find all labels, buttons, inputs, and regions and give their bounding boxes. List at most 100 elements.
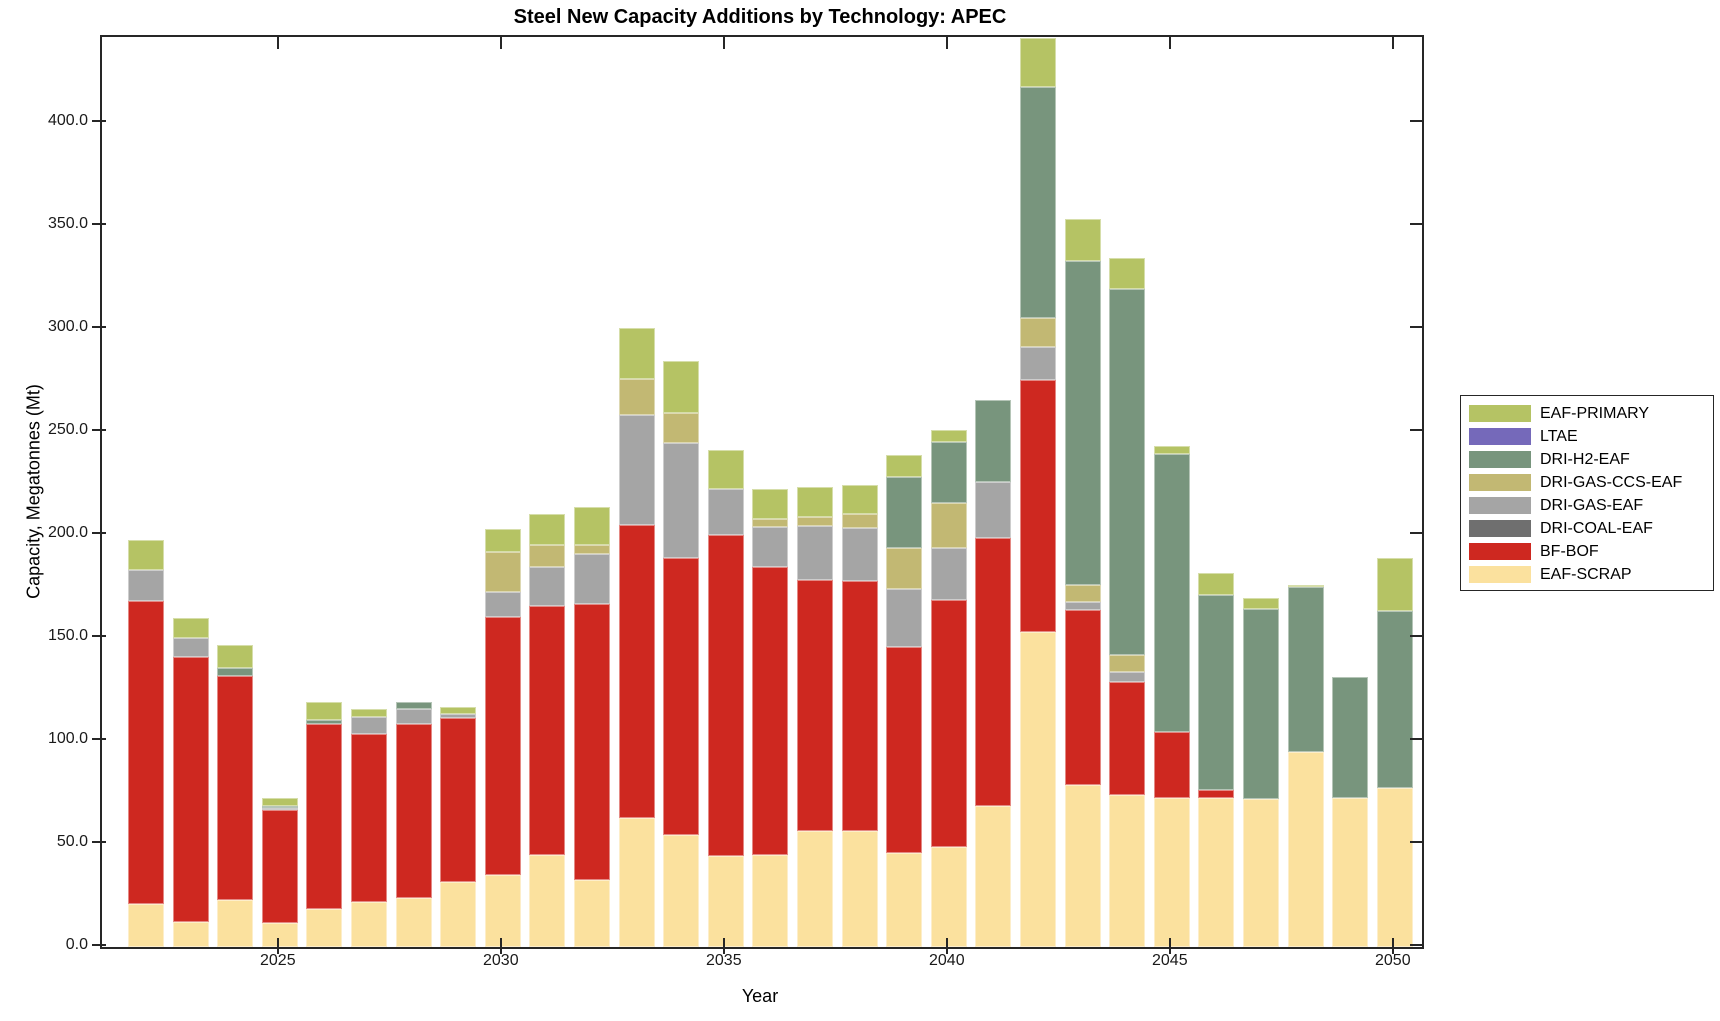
bar-segment-2024-eaf-primary bbox=[217, 645, 254, 669]
bar-segment-2029-dri-gas-eaf bbox=[440, 714, 477, 719]
y-tick-right-400 bbox=[1410, 120, 1422, 123]
legend-label-ltae: LTAE bbox=[1540, 427, 1578, 445]
bar-segment-2050-eaf-primary bbox=[1376, 557, 1413, 612]
bar-segment-2022-bf-bof bbox=[128, 601, 164, 904]
y-tick-right-150 bbox=[1410, 635, 1422, 638]
bar-segment-2030-dri-gas-ccs-eaf bbox=[484, 551, 521, 592]
bar-segment-2046-bf-bof bbox=[1198, 789, 1235, 798]
x-tick-label-2035: 2035 bbox=[706, 952, 742, 969]
bar-segment-2042-dri-h2-eaf bbox=[1020, 87, 1056, 319]
bar-segment-2046-dri-h2-eaf bbox=[1198, 594, 1235, 790]
x-tick-label-2030: 2030 bbox=[483, 952, 519, 969]
bar-segment-2022-eaf-primary bbox=[128, 540, 164, 571]
legend-swatch-dri-coal-eaf bbox=[1469, 520, 1531, 537]
y-tick-100 bbox=[92, 738, 106, 741]
bar-segment-2050-dri-h2-eaf bbox=[1376, 611, 1413, 789]
bar-segment-2034-dri-gas-eaf bbox=[663, 442, 700, 558]
bar-segment-2027-bf-bof bbox=[351, 733, 387, 902]
legend-label-dri-gas-eaf: DRI-GAS-EAF bbox=[1540, 496, 1644, 514]
bar-segment-2038-eaf-primary bbox=[841, 484, 878, 514]
bar-segment-2039-eaf-primary bbox=[886, 454, 923, 477]
x-tick-top-2045 bbox=[1168, 37, 1171, 49]
bar-segment-2048-dri-h2-eaf bbox=[1287, 586, 1324, 753]
y-tick-label-350: 350.0 bbox=[47, 215, 88, 233]
bar-segment-2038-eaf-scrap bbox=[841, 830, 878, 947]
legend: EAF-PRIMARY LTAE DRI-H2-EAF DRI-GAS-CCS-EAF… bbox=[1460, 395, 1714, 591]
bar-segment-2025-bf-bof bbox=[261, 810, 298, 924]
bar-segment-2041-bf-bof bbox=[975, 538, 1012, 806]
bar-segment-2025-eaf-scrap bbox=[261, 923, 298, 947]
bar-segment-2031-bf-bof bbox=[529, 606, 566, 856]
y-tick-label-400: 400.0 bbox=[47, 112, 88, 130]
legend-swatch-eaf-primary bbox=[1469, 405, 1531, 422]
bar-segment-2045-eaf-scrap bbox=[1153, 797, 1190, 947]
bar-segment-2047-eaf-scrap bbox=[1243, 798, 1279, 947]
x-tick-top-2040 bbox=[945, 37, 948, 49]
bar-segment-2023-eaf-scrap bbox=[172, 922, 209, 947]
bar-segment-2032-eaf-primary bbox=[574, 507, 610, 545]
y-tick-label-150: 150.0 bbox=[47, 627, 88, 645]
y-tick-right-200 bbox=[1410, 532, 1422, 535]
bar-segment-2040-dri-gas-ccs-eaf bbox=[930, 503, 967, 548]
bar-segment-2037-dri-gas-ccs-eaf bbox=[797, 516, 833, 526]
bar-segment-2043-eaf-primary bbox=[1064, 219, 1101, 262]
bar-segment-2030-eaf-primary bbox=[484, 529, 521, 552]
x-tick-label-2025: 2025 bbox=[260, 952, 296, 969]
bar-segment-2039-dri-gas-ccs-eaf bbox=[886, 547, 923, 589]
bar-segment-2041-dri-h2-eaf bbox=[975, 400, 1012, 482]
bar-segment-2025-eaf-primary bbox=[261, 797, 298, 806]
y-tick-right-250 bbox=[1410, 429, 1422, 432]
y-tick-200 bbox=[92, 532, 106, 535]
bar-segment-2044-eaf-primary bbox=[1109, 258, 1146, 290]
y-tick-250 bbox=[92, 429, 106, 432]
legend-entry-eaf-scrap: EAF-SCRAP bbox=[1461, 563, 1713, 586]
bar-segment-2037-eaf-primary bbox=[797, 486, 833, 517]
bar-segment-2044-dri-gas-ccs-eaf bbox=[1109, 654, 1146, 673]
bar-segment-2027-eaf-primary bbox=[351, 709, 387, 718]
x-axis-label: Year bbox=[741, 986, 779, 1006]
bar-segment-2034-bf-bof bbox=[663, 557, 700, 835]
bar-segment-2040-dri-h2-eaf bbox=[930, 441, 967, 504]
bar-segment-2044-dri-h2-eaf bbox=[1109, 289, 1146, 655]
bar-segment-2048-eaf-primary bbox=[1287, 584, 1324, 587]
bar-segment-2040-eaf-primary bbox=[930, 430, 967, 442]
bar-segment-2047-eaf-primary bbox=[1243, 598, 1279, 610]
y-tick-0 bbox=[92, 944, 106, 946]
legend-entry-eaf-primary: EAF-PRIMARY bbox=[1461, 402, 1713, 425]
bar-segment-2044-bf-bof bbox=[1109, 682, 1146, 795]
bar-segment-2031-dri-gas-eaf bbox=[529, 567, 566, 607]
legend-label-bf-bof: BF-BOF bbox=[1540, 542, 1599, 560]
bar-segment-2037-eaf-scrap bbox=[797, 830, 833, 947]
bar-segment-2035-bf-bof bbox=[707, 535, 744, 857]
x-tick-2030 bbox=[499, 938, 502, 954]
legend-label-eaf-primary: EAF-PRIMARY bbox=[1540, 404, 1650, 422]
y-tick-label-100: 100.0 bbox=[47, 730, 88, 748]
bar-segment-2037-bf-bof bbox=[797, 579, 833, 831]
x-tick-2040 bbox=[945, 938, 948, 954]
bar-segment-2026-eaf-scrap bbox=[306, 908, 343, 947]
bar-segment-2032-eaf-scrap bbox=[574, 880, 610, 947]
bar-segment-2048-eaf-scrap bbox=[1287, 752, 1324, 947]
y-tick-150 bbox=[92, 635, 106, 638]
y-tick-label-50: 50.0 bbox=[56, 833, 88, 851]
bar-segment-2039-bf-bof bbox=[886, 647, 923, 854]
bar-segment-2032-dri-gas-ccs-eaf bbox=[574, 544, 610, 554]
y-tick-50 bbox=[92, 841, 106, 844]
bar-segment-2035-eaf-scrap bbox=[707, 856, 744, 947]
y-tick-400 bbox=[92, 120, 106, 123]
bar-segment-2023-bf-bof bbox=[172, 656, 209, 923]
bar-segment-2042-bf-bof bbox=[1020, 379, 1056, 632]
bar-segment-2026-dri-h2-eaf bbox=[306, 719, 343, 724]
bar-segment-2038-dri-gas-ccs-eaf bbox=[841, 513, 878, 529]
bar-segment-2043-dri-h2-eaf bbox=[1064, 261, 1101, 585]
bar-segment-2022-dri-gas-eaf bbox=[128, 570, 164, 602]
bar-segment-2042-dri-gas-ccs-eaf bbox=[1020, 318, 1056, 347]
legend-label-dri-h2-eaf: DRI-H2-EAF bbox=[1540, 450, 1630, 468]
legend-swatch-dri-gas-eaf bbox=[1469, 497, 1531, 514]
legend-swatch-eaf-scrap bbox=[1469, 566, 1531, 583]
bar-segment-2036-eaf-primary bbox=[752, 488, 789, 519]
bar-segment-2045-bf-bof bbox=[1153, 731, 1190, 798]
legend-swatch-ltae bbox=[1469, 428, 1531, 445]
bar-segment-2028-eaf-scrap bbox=[395, 897, 432, 947]
